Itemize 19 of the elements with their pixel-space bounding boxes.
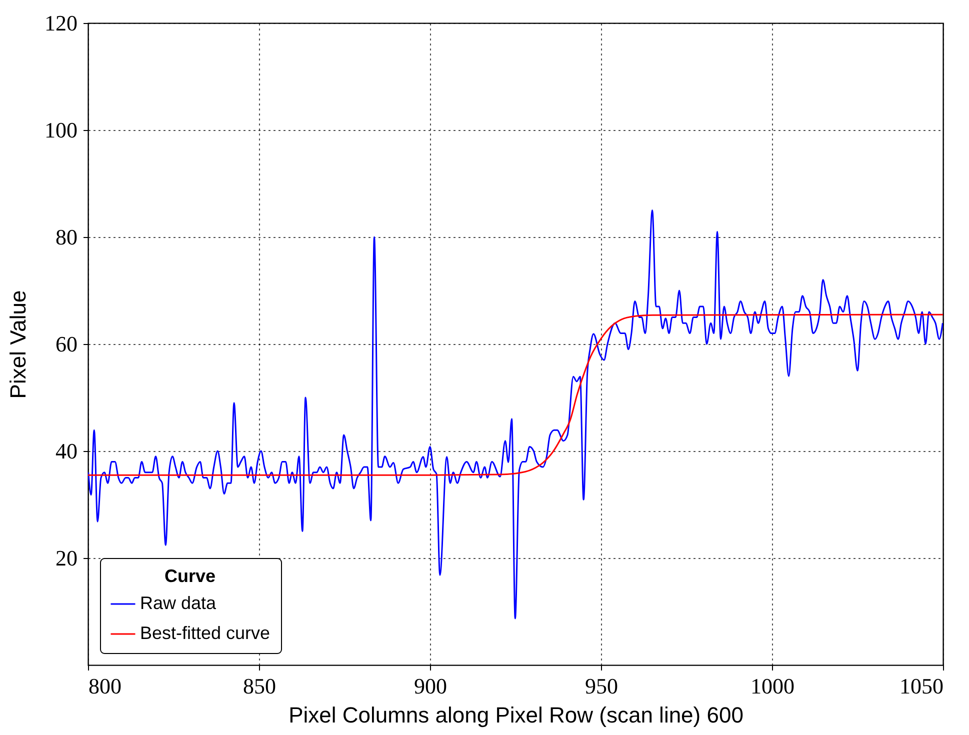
line-series (88, 314, 943, 476)
y-tick-label: 20 (56, 546, 78, 570)
legend-label: Raw data (140, 593, 218, 613)
x-tick-label: 1050 (900, 674, 944, 698)
x-tick-label: 800 (88, 674, 122, 698)
y-tick-label: 100 (44, 118, 78, 142)
legend-label: Best-fitted curve (140, 623, 270, 643)
y-tick-label: 120 (44, 10, 78, 36)
y-tick-label: 60 (56, 332, 78, 356)
line-series (88, 210, 943, 620)
x-axis-title: Pixel Columns along Pixel Row (scan line) 600 (288, 702, 744, 728)
x-tick-label: 1000 (750, 674, 794, 698)
y-tick-label: 40 (56, 438, 78, 464)
legend-title: Curve (164, 566, 216, 586)
x-tick-label: 950 (585, 674, 618, 698)
x-tick-label: 850 (243, 674, 276, 698)
x-tick-label: 900 (414, 674, 447, 698)
y-tick-label: 80 (56, 224, 78, 250)
y-axis-title: Pixel Value (6, 290, 30, 399)
